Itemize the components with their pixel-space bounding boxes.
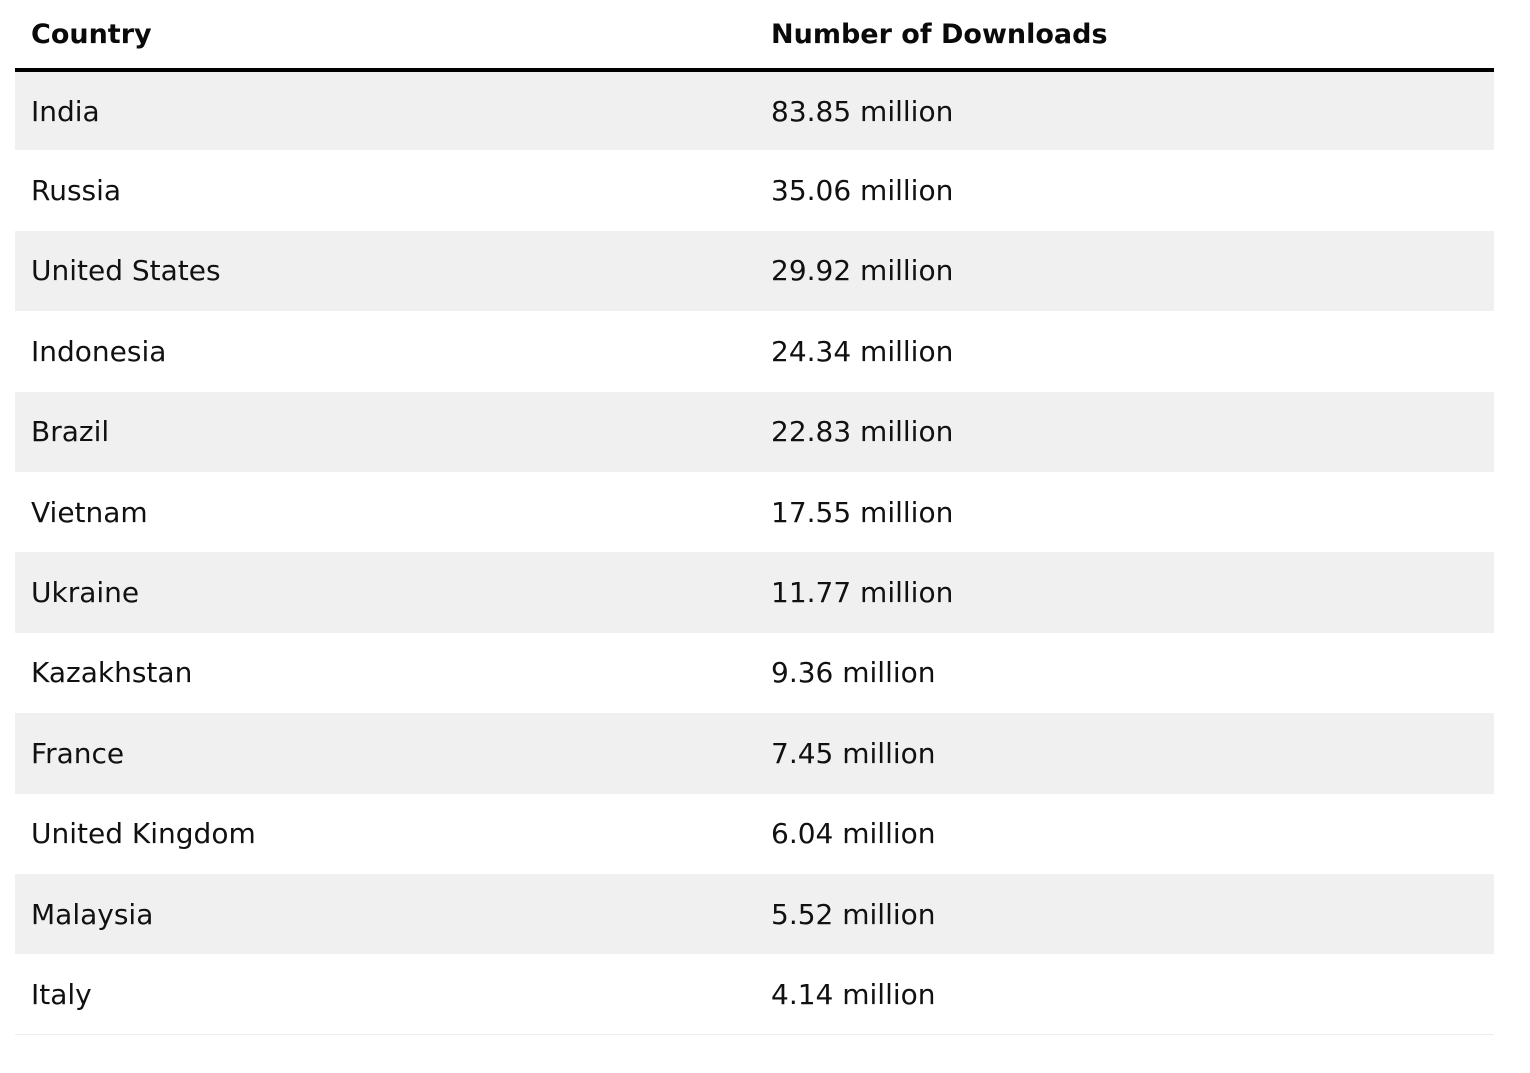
- cell-country: Brazil: [15, 391, 755, 472]
- cell-downloads: 22.83 million: [755, 391, 1494, 472]
- table-row: Ukraine 11.77 million: [15, 552, 1494, 633]
- table-row: Russia 35.06 million: [15, 150, 1494, 231]
- column-header-country: Country: [15, 0, 755, 72]
- table-row: United Kingdom 6.04 million: [15, 793, 1494, 874]
- table-row: United States 29.92 million: [15, 230, 1494, 312]
- cell-country: India: [15, 70, 755, 151]
- cell-country: Italy: [15, 954, 755, 1036]
- cell-country: Vietnam: [15, 471, 755, 553]
- cell-downloads: 29.92 million: [755, 230, 1494, 312]
- table-row: Brazil 22.83 million: [15, 391, 1494, 472]
- table-row: Vietnam 17.55 million: [15, 471, 1494, 553]
- cell-downloads: 4.14 million: [755, 954, 1494, 1036]
- cell-downloads: 6.04 million: [755, 793, 1494, 874]
- cell-downloads: 83.85 million: [755, 70, 1494, 151]
- cell-downloads: 7.45 million: [755, 713, 1494, 794]
- downloads-table-container: Country Number of Downloads India 83.85 …: [15, 0, 1494, 1036]
- cell-country: Ukraine: [15, 552, 755, 633]
- cell-downloads: 9.36 million: [755, 632, 1494, 714]
- cell-country: Russia: [15, 150, 755, 231]
- header-row: Country Number of Downloads: [15, 0, 1494, 72]
- cell-country: France: [15, 713, 755, 794]
- table-row: Kazakhstan 9.36 million: [15, 632, 1494, 714]
- cell-country: Kazakhstan: [15, 632, 755, 714]
- cell-downloads: 24.34 million: [755, 311, 1494, 392]
- cell-downloads: 35.06 million: [755, 150, 1494, 231]
- column-header-downloads: Number of Downloads: [755, 0, 1494, 72]
- table-row: Italy 4.14 million: [15, 954, 1494, 1036]
- cell-country: Indonesia: [15, 311, 755, 392]
- table-row: India 83.85 million: [15, 70, 1494, 151]
- cell-country: United States: [15, 230, 755, 312]
- table-row: Malaysia 5.52 million: [15, 873, 1494, 955]
- cell-country: Malaysia: [15, 873, 755, 955]
- cell-downloads: 11.77 million: [755, 552, 1494, 633]
- table-row: France 7.45 million: [15, 713, 1494, 794]
- table-body: India 83.85 million Russia 35.06 million…: [15, 70, 1494, 1036]
- cell-downloads: 5.52 million: [755, 873, 1494, 955]
- downloads-by-country-table: Country Number of Downloads India 83.85 …: [15, 0, 1494, 1036]
- cell-country: United Kingdom: [15, 793, 755, 874]
- table-header: Country Number of Downloads: [15, 0, 1494, 72]
- cell-downloads: 17.55 million: [755, 471, 1494, 553]
- table-row: Indonesia 24.34 million: [15, 311, 1494, 392]
